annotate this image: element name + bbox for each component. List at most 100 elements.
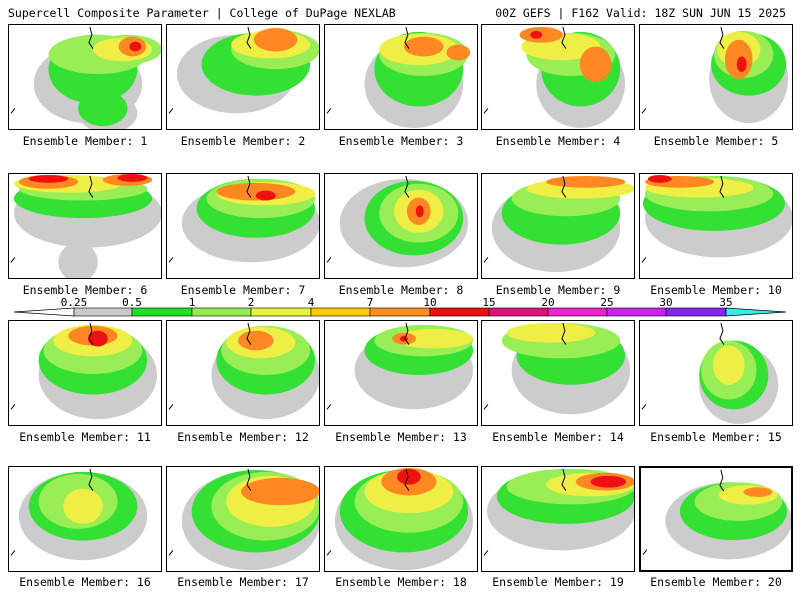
ensemble-map-panel-19[interactable]: [481, 466, 635, 572]
scp-field-map: [483, 26, 626, 129]
contour-fill: [87, 330, 108, 347]
panel-label: Ensemble Member: 20: [650, 575, 782, 589]
scp-field-map: [641, 174, 792, 263]
panel-label: Ensemble Member: 19: [492, 575, 624, 589]
ensemble-map-panel-4[interactable]: [481, 24, 635, 130]
contour-fill: [743, 487, 773, 497]
ensemble-map-panel-3[interactable]: [324, 24, 478, 130]
contour-fill: [446, 44, 471, 61]
ensemble-map-panel-20[interactable]: [639, 466, 793, 572]
ensemble-map-panel-6[interactable]: [8, 173, 162, 279]
ensemble-map-panel-14[interactable]: [481, 320, 635, 426]
panel-label: Ensemble Member: 13: [335, 430, 467, 444]
contour-fill: [58, 242, 98, 278]
coastline-line: [10, 26, 94, 114]
panel-label: Ensemble Member: 14: [492, 430, 624, 444]
panel-label: Ensemble Member: 12: [177, 430, 309, 444]
contour-fill: [506, 322, 596, 343]
contour-fill: [129, 41, 142, 52]
colorbar-swatch: [547, 307, 608, 317]
panel-label: Ensemble Member: 9: [495, 283, 621, 297]
coastline-line: [10, 322, 94, 410]
ensemble-map-panel-9[interactable]: [481, 173, 635, 279]
colorbar-tick-label: 25: [600, 296, 614, 309]
contour-fill: [579, 46, 612, 82]
contour-fill: [736, 56, 747, 73]
scp-field-map: [10, 174, 161, 278]
scp-field-map: [641, 26, 789, 124]
panel-label: Ensemble Member: 8: [338, 283, 464, 297]
contour-fill: [530, 30, 543, 39]
coastline-line: [10, 175, 94, 263]
coastline-line: [642, 469, 725, 555]
colorbar-tick-label: 2: [247, 296, 255, 309]
ensemble-map-panel-12[interactable]: [166, 320, 320, 426]
coastline-line: [641, 322, 725, 410]
ensemble-map-panel-15[interactable]: [639, 320, 793, 426]
ensemble-map-panel-11[interactable]: [8, 320, 162, 426]
colorbar-swatch: [250, 307, 312, 317]
contour-fill: [713, 345, 745, 385]
contour-fill: [238, 330, 274, 351]
colorbar-swatch: [606, 307, 667, 317]
ensemble-map-panel-18[interactable]: [324, 466, 478, 572]
coastline-line: [168, 175, 252, 263]
scp-field-map: [483, 175, 634, 273]
colorbar-tick-label: 4: [307, 296, 315, 309]
coastline-line: [483, 26, 567, 114]
contour-fill: [253, 27, 298, 52]
scp-field-map: [642, 469, 791, 560]
contour-fill: [590, 475, 627, 488]
ensemble-map-panel-13[interactable]: [324, 320, 478, 426]
panel-label: Ensemble Member: 6: [22, 283, 148, 297]
scp-field-map: [10, 468, 148, 561]
contour-fill: [63, 488, 103, 524]
coastline-line: [168, 26, 252, 114]
colorbar-high-arrow: [725, 307, 787, 317]
ensemble-map-panel-16[interactable]: [8, 466, 162, 572]
ensemble-map-panel-2[interactable]: [166, 24, 320, 130]
colorbar-tick-label: 10: [423, 296, 437, 309]
coastline-line: [483, 322, 567, 410]
ensemble-map-panel-1[interactable]: [8, 24, 162, 130]
header-left-title: Supercell Composite Parameter | College …: [8, 6, 396, 20]
colorbar-tick-label: 0.5: [122, 296, 142, 309]
coastline-line: [641, 175, 725, 263]
contour-fill: [28, 174, 69, 183]
scp-field-map: [168, 175, 319, 263]
ensemble-map-panel-7[interactable]: [166, 173, 320, 279]
colorbar-swatch: [191, 307, 252, 317]
panel-label: Ensemble Member: 10: [650, 283, 782, 297]
scp-field-map: [326, 26, 471, 129]
colorbar-tick-label: 15: [482, 296, 496, 309]
scp-field-map: [168, 26, 319, 114]
scp-field-map: [326, 467, 474, 571]
colorbar-tick-label: 0.25: [60, 296, 88, 309]
contour-fill: [394, 328, 474, 349]
contour-fill: [397, 468, 421, 485]
scp-field-map: [483, 468, 634, 556]
ensemble-map-panel-5[interactable]: [639, 24, 793, 130]
coastline-line: [641, 26, 725, 114]
ensemble-map-panel-8[interactable]: [324, 173, 478, 279]
coastline-line: [326, 322, 410, 410]
header-right-title: 00Z GEFS | F162 Valid: 18Z SUN JUN 15 20…: [495, 6, 786, 20]
colorbar-tick-label: 1: [188, 296, 196, 309]
colorbar-swatch: [488, 307, 549, 317]
scp-field-map: [168, 468, 319, 571]
scp-field-map: [641, 322, 779, 425]
ensemble-map-panel-17[interactable]: [166, 466, 320, 572]
contour-fill: [403, 36, 444, 57]
contour-fill: [216, 182, 296, 201]
colorbar-swatch: [73, 307, 133, 317]
colorbar-tick-label: 7: [366, 296, 374, 309]
panel-label: Ensemble Member: 1: [22, 134, 148, 148]
scp-field-map: [326, 175, 469, 268]
colorbar-swatch: [665, 307, 727, 317]
scp-field-map: [326, 322, 474, 410]
ensemble-map-panel-10[interactable]: [639, 173, 793, 279]
coastline-line: [483, 175, 567, 263]
colorbar-tick-label: 35: [719, 296, 733, 309]
panel-label: Ensemble Member: 15: [650, 430, 782, 444]
contour-fill: [78, 90, 128, 127]
